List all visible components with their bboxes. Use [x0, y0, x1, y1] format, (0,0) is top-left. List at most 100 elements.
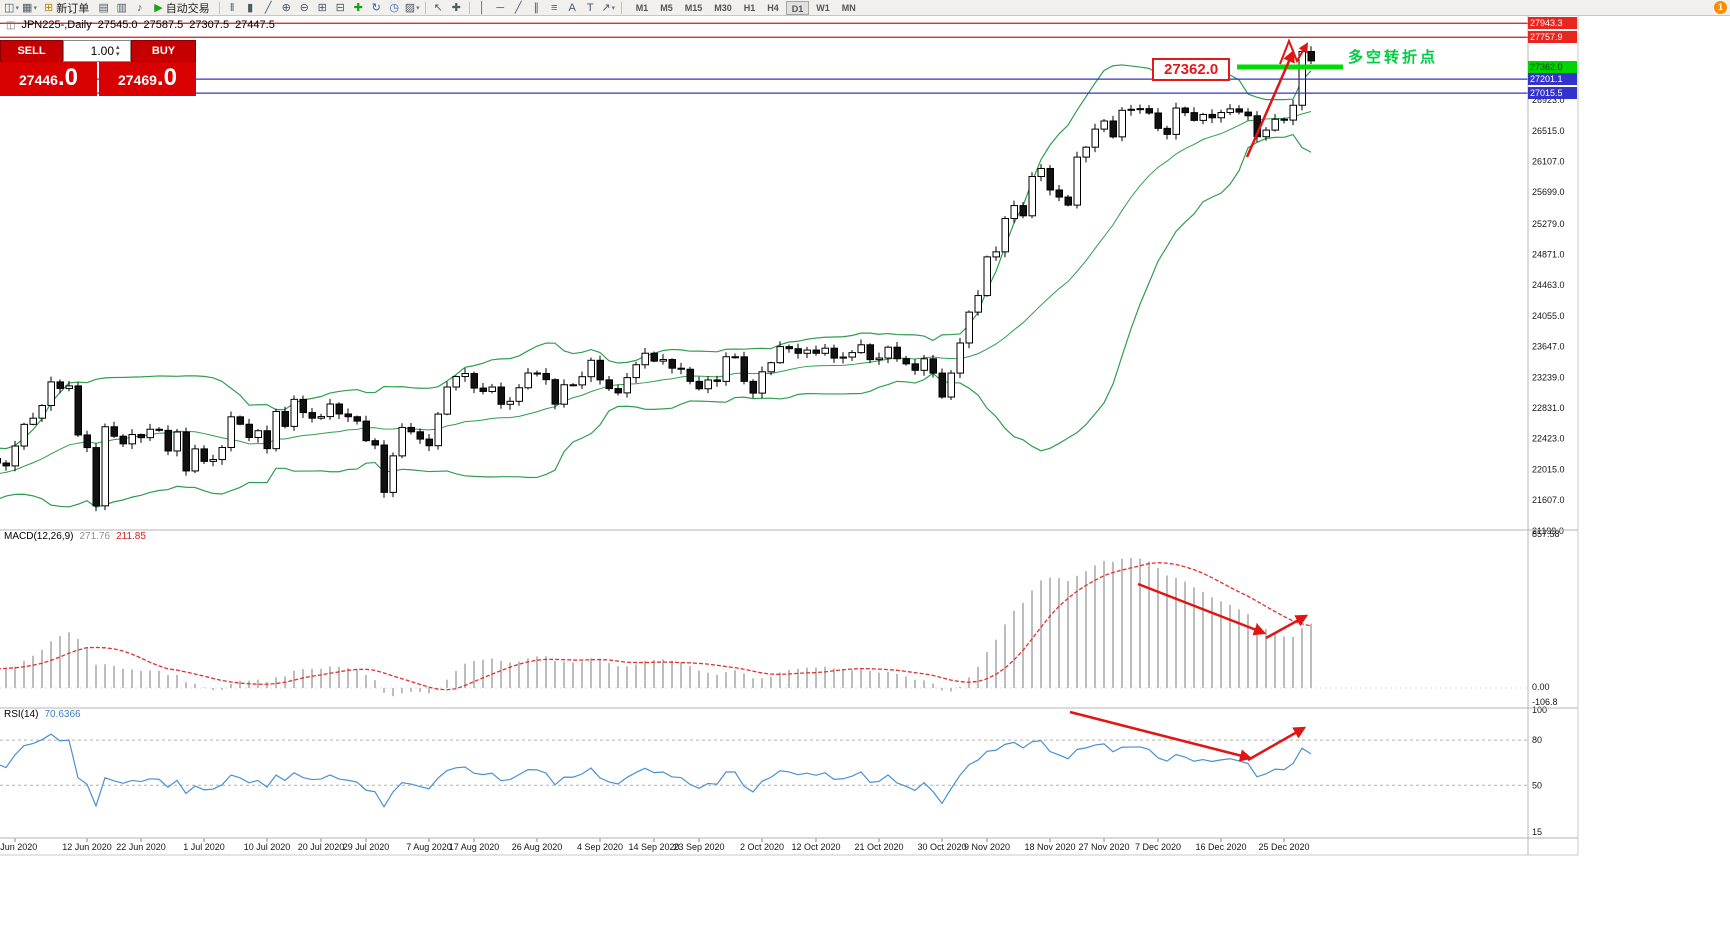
chart-ohlc-header: ◫ JPN225-,Daily 27545.0 27587.5 27307.5 … [6, 19, 275, 31]
date-tick-label: 22 Jun 2020 [116, 842, 166, 852]
rsi-tick-label: 100 [1532, 705, 1547, 715]
new-order-button[interactable]: ⊞ 新订单 [39, 0, 94, 15]
timeframe-m1[interactable]: M1 [635, 2, 649, 13]
new-window-icon[interactable]: ✚ [350, 0, 367, 15]
notification-badge[interactable]: 1 [1714, 1, 1727, 14]
chart-profiles-icon-glyph: ▦ [22, 2, 33, 14]
macd-tick-label: -106.8 [1532, 697, 1558, 707]
rsi-down-arrow[interactable] [1069, 710, 1253, 762]
sell-price-display[interactable]: 27446.0 [0, 62, 97, 96]
price-tick-label: 26107.0 [1532, 156, 1565, 166]
refresh-icon[interactable]: ↻ [368, 0, 385, 15]
navigator-icon[interactable]: ▥ [113, 0, 130, 15]
volume-input[interactable] [64, 44, 114, 58]
crosshair-icon[interactable]: ✚ [448, 0, 465, 15]
bullish-trend-arrow[interactable] [1245, 49, 1295, 158]
horizontal-line-icon[interactable]: ─ [492, 0, 509, 15]
volume-stepper[interactable]: ▴ ▾ [63, 40, 131, 62]
timeframe-h4[interactable]: H4 [767, 2, 779, 13]
chart-line-icon[interactable]: ╱ [260, 0, 277, 15]
date-tick-label: 10 Jul 2020 [244, 842, 291, 852]
zoom-in-icon[interactable]: ⊕ [278, 0, 295, 15]
date-tick-label: 12 Jun 2020 [62, 842, 112, 852]
macd-main-value: 271.76 [79, 531, 111, 542]
fibonacci-icon-glyph: ≡ [550, 1, 558, 14]
low-value: 27307.5 [189, 19, 230, 31]
dropdown-arrow-icon[interactable]: ▾ [33, 4, 37, 12]
sell-button[interactable]: SELL [0, 40, 63, 62]
resistance-price-callout[interactable]: 27362.0 [1152, 58, 1231, 81]
toolbar-separator [620, 1, 622, 14]
arrows-icon[interactable]: ↗ ▾ [600, 0, 617, 15]
rsi-up-arrow[interactable] [1247, 726, 1307, 762]
volume-spinner[interactable]: ▴ ▾ [114, 44, 122, 58]
chart-candles-icon[interactable]: ▮ [242, 0, 259, 15]
timeframe-mn[interactable]: MN [841, 2, 856, 13]
buy-price-frac: .0 [156, 64, 177, 91]
toolbar-separator [424, 1, 426, 14]
timeframe-m30[interactable]: M30 [714, 2, 732, 13]
vertical-line-icon-glyph: │ [478, 1, 486, 14]
vertical-line-icon[interactable]: │ [474, 0, 491, 15]
new-order-icon: ⊞ [44, 2, 54, 14]
volume-down-icon[interactable]: ▾ [116, 51, 120, 58]
date-tick-label: 7 Aug 2020 [406, 842, 452, 852]
price-zigzag-arrow[interactable] [1279, 38, 1309, 65]
label-icon[interactable]: T [582, 0, 599, 15]
templates-icon-glyph: ▨ [404, 2, 416, 14]
timeframe-m5[interactable]: M5 [660, 2, 673, 13]
cascade-windows-icon[interactable]: ⊟ [332, 0, 349, 15]
price-tag: 27362.0 [1528, 61, 1577, 74]
channel-icon-glyph: ∥ [533, 2, 539, 14]
date-tick-label: 2 Jun 2020 [0, 842, 37, 852]
new-order-button-label: 新订单 [56, 2, 90, 15]
price-tag: 27757.9 [1528, 31, 1577, 44]
zoom-out-icon[interactable]: ⊖ [296, 0, 313, 15]
market-watch-icon[interactable]: ▤ [95, 0, 112, 15]
dropdown-arrow-icon[interactable]: ▾ [15, 4, 19, 12]
price-tick-label: 25279.0 [1532, 219, 1565, 229]
buy-button[interactable]: BUY [131, 40, 196, 62]
chart-profiles-icon[interactable]: ▦ ▾ [21, 0, 38, 15]
rsi-tick-label: 50 [1532, 780, 1542, 790]
timeframe-h1[interactable]: H1 [743, 2, 756, 13]
dropdown-arrow-icon[interactable]: ▾ [611, 4, 616, 12]
new-chart-icon[interactable]: ◫ ▾ [3, 0, 20, 15]
auto-trading-icon: ▶ [154, 2, 163, 14]
fibonacci-icon[interactable]: ≡ [546, 0, 563, 15]
tile-windows-icon-glyph: ⊞ [317, 2, 327, 14]
timeframe-d1[interactable]: D1 [785, 0, 810, 15]
macd-down-arrow[interactable] [1137, 582, 1267, 636]
price-tag: 27943.3 [1528, 17, 1577, 30]
volume-up-icon[interactable]: ▴ [116, 44, 120, 51]
chart-candles-icon-glyph: ▮ [247, 2, 254, 14]
buy-price-display[interactable]: 27469.0 [99, 62, 196, 96]
templates-icon[interactable]: ▨ ▾ [404, 0, 421, 15]
timeframe-w1[interactable]: W1 [816, 2, 830, 13]
clock-icon[interactable]: ◷ [386, 0, 403, 15]
macd-signal-value: 211.85 [116, 531, 146, 542]
trade-controls-row: SELL ▴ ▾ BUY [0, 40, 196, 62]
auto-trading-button[interactable]: ▶ 自动交易 [149, 0, 214, 15]
sound-icon[interactable]: ♪ [131, 0, 148, 15]
trendline-icon[interactable]: ╱ [510, 0, 527, 15]
chart-bars-icon[interactable]: ‖ [224, 0, 241, 15]
sell-price-main: 27446 [19, 72, 58, 88]
cursor-icon[interactable]: ↖ [430, 0, 447, 15]
timeframe-m15[interactable]: M15 [684, 2, 703, 13]
clock-icon-glyph: ◷ [389, 2, 399, 14]
text-icon-glyph: A [568, 1, 576, 14]
rsi-indicator-label: RSI(14) 70.6366 [4, 709, 81, 720]
date-tick-label: 9 Nov 2020 [964, 842, 1010, 852]
navigator-icon-glyph: ▥ [116, 2, 127, 14]
tile-windows-icon[interactable]: ⊞ [314, 0, 331, 15]
macd-up-arrow[interactable] [1265, 614, 1309, 640]
annotation-lines [0, 22, 1528, 94]
text-icon[interactable]: A [564, 0, 581, 15]
date-tick-label: 23 Sep 2020 [673, 842, 724, 852]
rsi-value: 70.6366 [44, 709, 81, 720]
price-tick-label: 24871.0 [1532, 249, 1565, 259]
channel-icon[interactable]: ∥ [528, 0, 545, 15]
dropdown-arrow-icon[interactable]: ▾ [416, 4, 420, 12]
